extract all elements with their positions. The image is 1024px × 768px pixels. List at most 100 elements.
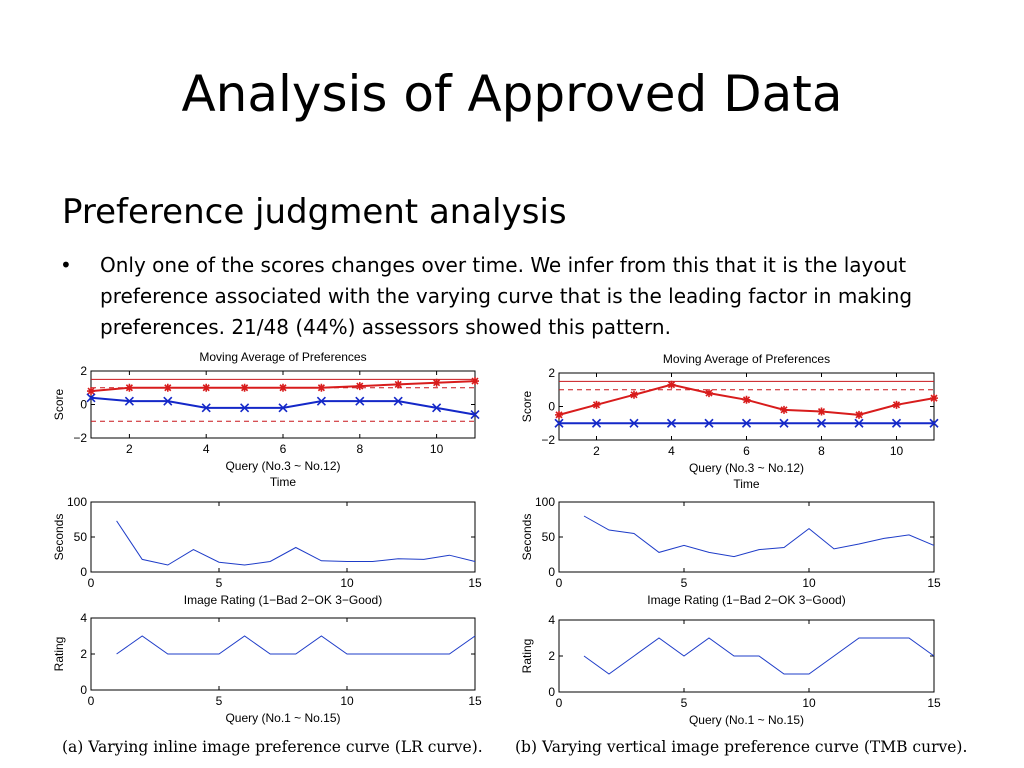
data-point (471, 377, 479, 386)
data-point (124, 396, 134, 406)
x-tick-label: 10 (802, 696, 816, 710)
star-marker (471, 377, 479, 386)
plot-frame (90, 370, 476, 439)
star-marker (555, 410, 563, 419)
y-tick-label: 0 (80, 683, 87, 697)
data-point (355, 382, 364, 391)
series-line (116, 635, 476, 655)
data-point (202, 383, 211, 392)
x-marker (554, 418, 564, 428)
x-marker (163, 396, 173, 406)
data-point (780, 405, 788, 414)
data-point (629, 418, 639, 428)
data-point (555, 410, 563, 419)
charts-layer: 2 4 6 8 10 −2 0 2 Moving Average of Preferences Q… (52, 350, 941, 727)
data-point (667, 380, 676, 389)
data-point (666, 418, 677, 428)
y-axis-label: Rating (520, 639, 534, 674)
data-point (86, 393, 96, 403)
x-marker (629, 418, 639, 428)
star-marker (432, 378, 441, 387)
y-axis-label: Score (52, 389, 66, 421)
y-tick-label: 50 (74, 530, 88, 544)
y-axis-label: Seconds (520, 514, 534, 561)
star-marker (240, 383, 249, 392)
caption-b: (b) Varying vertical image preference cu… (515, 738, 967, 756)
x-tick-label: 10 (890, 444, 904, 458)
x-axis-label: Query (No.3 ~ No.12) (225, 459, 340, 473)
x-marker (355, 396, 365, 406)
series-line (583, 637, 935, 675)
data-point (279, 383, 287, 392)
x-tick-label: 6 (280, 442, 287, 456)
chart-a-bot: 0 5 10 15 0 2 4 Query (No.1 ~ No.15) Rating (52, 611, 482, 725)
x-tick-label: 2 (126, 442, 133, 456)
x-axis-label-time: Time (270, 475, 297, 489)
x-tick-label: 5 (681, 696, 688, 710)
data-point (817, 407, 826, 416)
star-marker (125, 383, 134, 392)
x-tick-label: 5 (216, 694, 223, 708)
star-marker (742, 395, 751, 404)
data-point (278, 403, 288, 413)
star-marker (855, 410, 863, 419)
chart-title: Moving Average of Preferences (663, 352, 830, 366)
y-tick-label: 4 (80, 611, 87, 625)
y-tick-label: 0 (80, 565, 87, 579)
data-point (816, 418, 827, 428)
x-axis-label: Image Rating (1−Bad 2−OK 3−Good) (184, 593, 382, 607)
x-tick-label: 15 (468, 576, 482, 590)
data-point (930, 394, 938, 403)
y-tick-label: −2 (73, 431, 87, 445)
star-marker (592, 400, 601, 409)
star-marker (202, 383, 211, 392)
x-tick-label: 15 (468, 694, 482, 708)
x-tick-label: 10 (340, 576, 354, 590)
y-tick-label: 2 (548, 366, 555, 380)
star-marker (394, 380, 403, 389)
x-marker (316, 396, 326, 406)
x-axis-label: Query (No.1 ~ No.15) (225, 711, 340, 725)
x-tick-label: 0 (88, 694, 95, 708)
x-tick-label: 10 (802, 576, 816, 590)
chart-title: Moving Average of Preferences (199, 350, 366, 364)
slide-title: Analysis of Approved Data (181, 65, 843, 123)
star-marker (355, 382, 364, 391)
data-point (355, 396, 365, 406)
chart-a-mid: 0 5 10 15 0 50 100 Image Rating (1−Bad 2−OK 3−G… (52, 495, 482, 607)
x-marker (591, 418, 602, 428)
x-marker (278, 403, 288, 413)
star-marker (163, 383, 172, 392)
star-marker (780, 405, 788, 414)
x-axis-label: Query (No.3 ~ No.12) (689, 461, 804, 475)
data-point (317, 383, 326, 392)
x-tick-label: 8 (356, 442, 363, 456)
x-tick-label: 5 (216, 576, 223, 590)
data-point (855, 410, 863, 419)
plot-frame (558, 501, 935, 573)
chart-b-mid: 0 5 10 15 0 50 100 Image Rating (1−Bad 2−OK 3−G… (520, 495, 941, 607)
data-point (163, 383, 172, 392)
plot-frame (558, 372, 935, 441)
data-point (432, 403, 442, 413)
data-point (892, 400, 901, 409)
x-axis-label: Image Rating (1−Bad 2−OK 3−Good) (647, 593, 845, 607)
data-point (741, 418, 752, 428)
x-marker (891, 418, 902, 428)
x-marker (704, 418, 714, 428)
x-tick-label: 6 (743, 444, 750, 458)
x-tick-label: 15 (927, 696, 941, 710)
x-marker (470, 409, 480, 420)
bullet-dot: • (60, 253, 72, 277)
data-point (316, 396, 326, 406)
slide-subtitle: Preference judgment analysis (62, 192, 567, 232)
y-tick-label: 2 (548, 649, 555, 663)
x-marker (854, 418, 864, 428)
star-marker (892, 400, 901, 409)
y-tick-label: 4 (548, 613, 555, 627)
series-line (583, 515, 935, 558)
data-point (554, 418, 564, 428)
x-marker (240, 403, 250, 413)
y-tick-label: 100 (67, 495, 87, 509)
x-marker (432, 403, 442, 413)
